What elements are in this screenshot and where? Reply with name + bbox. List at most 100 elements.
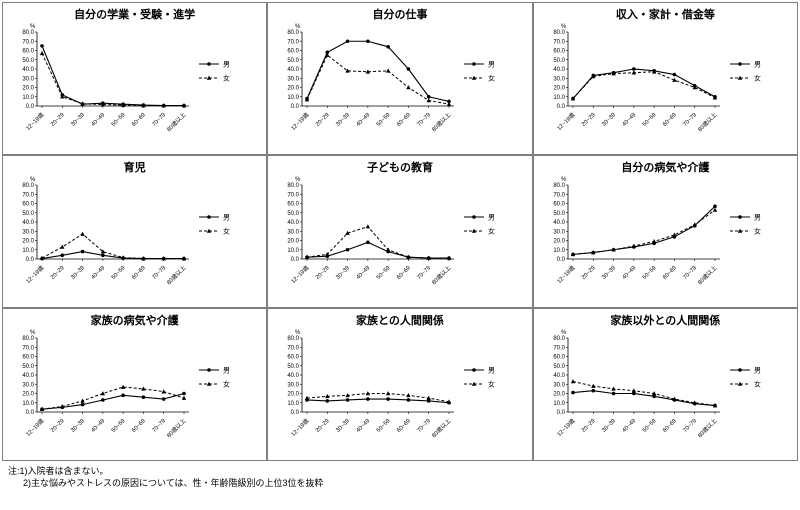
female-marker-triangle: [651, 391, 656, 396]
x-tick-label: 60~69: [396, 112, 412, 128]
female-marker-triangle: [447, 399, 452, 404]
x-tick-label: 50~59: [641, 418, 657, 434]
y-tick-label: 10.0: [553, 95, 565, 101]
y-tick-label: 80.0: [288, 336, 300, 342]
y-tick-label: 0.0: [291, 257, 300, 263]
x-tick-label: 20~29: [315, 418, 331, 434]
chart-title: 自分の病気や介護: [621, 162, 710, 174]
y-tick-label: 60.0: [22, 49, 34, 55]
x-tick-label: 40~49: [91, 265, 107, 281]
footnotes: 注:1)入院者は含まない。 2)主な悩みやストレスの原因については、性・年齢階級…: [2, 461, 798, 489]
y-tick-label: 0.0: [291, 410, 300, 416]
y-tick-label: 80.0: [288, 30, 300, 36]
y-tick-label: 30.0: [553, 382, 565, 388]
y-tick-label: 10.0: [288, 401, 300, 407]
x-tick-label: 80歳以上: [430, 111, 453, 134]
female-marker-triangle: [161, 389, 166, 394]
legend-female-label: 女: [488, 74, 495, 83]
male-marker-circle: [161, 397, 166, 401]
y-tick-label: 0.0: [291, 104, 300, 110]
legend-female-label: 女: [754, 227, 761, 236]
x-tick-label: 20~29: [581, 418, 597, 434]
y-tick-label: 50.0: [553, 364, 565, 370]
y-tick-label: 70.0: [22, 39, 34, 45]
x-tick-label: 12~19歳: [555, 111, 576, 132]
male-marker-circle: [672, 72, 676, 77]
x-tick-label: 80歳以上: [696, 111, 719, 134]
x-tick-label: 50~59: [376, 418, 392, 434]
female-marker-triangle: [345, 68, 351, 73]
x-tick-label: 60~69: [396, 265, 412, 281]
legend-female-marker: [737, 381, 742, 386]
male-marker-circle: [101, 398, 105, 402]
y-tick-label: 40.0: [288, 220, 300, 226]
x-tick-label: 20~29: [315, 112, 331, 128]
y-tick-label: 50.0: [288, 364, 300, 370]
x-tick-label: 40~49: [621, 418, 637, 434]
x-tick-label: 30~39: [336, 112, 352, 128]
legend-male-marker: [472, 368, 477, 372]
x-tick-label: 20~29: [50, 418, 66, 434]
male-marker-circle: [121, 393, 125, 398]
line-chart: % 0.0 10.0 20.0 30.0 40.0 50.0 60.0 70.0 80.0 12~1…: [288, 177, 496, 286]
y-tick-label: 40.0: [288, 373, 300, 379]
y-tick-label: 10.0: [22, 95, 34, 101]
x-tick-label: 80歳以上: [430, 417, 453, 440]
female-marker-triangle: [60, 94, 65, 99]
y-tick-label: 20.0: [553, 392, 565, 398]
male-marker-circle: [346, 398, 350, 402]
male-series-line: [307, 398, 450, 404]
y-tick-label: 80.0: [553, 30, 565, 36]
y-tick-label: 10.0: [553, 248, 565, 254]
y-tick-label: 20.0: [288, 239, 300, 245]
chart-title: 自分の仕事: [372, 9, 428, 21]
female-marker-triangle: [570, 96, 575, 101]
male-series-line: [572, 68, 715, 99]
y-tick-label: 40.0: [553, 220, 565, 226]
male-marker-circle: [427, 94, 431, 99]
female-series-line: [572, 71, 715, 99]
chart-panel: 自分の仕事 % 0.0 10.0 20.0 30.0 40.0 50.0 60.0 70.0 80…: [267, 2, 533, 155]
chart-title: 自分の学業・受験・進学: [74, 9, 196, 21]
y-axis-unit-label: %: [295, 330, 301, 336]
legend-female-label: 女: [223, 227, 230, 236]
male-marker-circle: [570, 390, 575, 395]
legend-female-marker: [472, 381, 477, 386]
female-marker-triangle: [141, 386, 146, 391]
y-tick-label: 10.0: [288, 248, 300, 254]
y-tick-label: 10.0: [288, 95, 300, 101]
male-marker-circle: [366, 397, 370, 401]
x-tick-label: 12~19歳: [289, 111, 310, 132]
x-tick-label: 50~59: [641, 265, 657, 281]
y-tick-label: 70.0: [553, 39, 565, 45]
y-tick-label: 80.0: [553, 183, 565, 189]
y-tick-label: 20.0: [288, 392, 300, 398]
x-tick-label: 60~69: [662, 418, 678, 434]
y-tick-label: 30.0: [288, 76, 300, 82]
female-marker-triangle: [120, 255, 126, 260]
y-tick-label: 10.0: [22, 401, 34, 407]
legend-female-label: 女: [223, 74, 230, 83]
x-tick-label: 50~59: [376, 112, 392, 128]
x-tick-label: 50~59: [111, 112, 127, 128]
y-tick-label: 0.0: [556, 104, 565, 110]
y-tick-label: 70.0: [553, 192, 565, 198]
chart-title: 子どもの教育: [366, 162, 433, 174]
x-tick-label: 50~59: [111, 418, 127, 434]
female-marker-triangle: [712, 403, 717, 408]
female-marker-triangle: [426, 255, 432, 260]
female-marker-triangle: [60, 244, 65, 249]
y-tick-label: 60.0: [288, 49, 300, 55]
male-marker-circle: [427, 399, 431, 403]
legend-female-marker: [472, 75, 477, 80]
female-marker-triangle: [692, 400, 697, 405]
y-tick-label: 10.0: [553, 401, 565, 407]
female-marker-triangle: [365, 391, 371, 396]
female-series-line: [306, 54, 450, 105]
line-chart: % 0.0 10.0 20.0 30.0 40.0 50.0 60.0 70.0 80.0 12~1…: [288, 24, 496, 134]
male-marker-circle: [447, 99, 452, 104]
chart-panel: 自分の病気や介護 % 0.0 10.0 20.0 30.0 40.0 50.0 60.0 70.…: [532, 155, 798, 308]
x-tick-label: 60~69: [131, 265, 147, 281]
y-tick-label: 40.0: [22, 373, 34, 379]
